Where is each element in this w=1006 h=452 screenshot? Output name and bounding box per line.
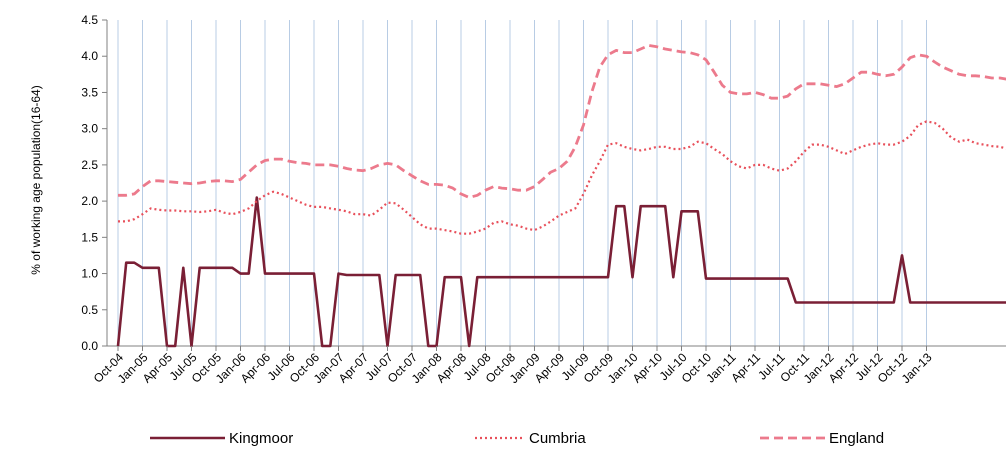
y-tick-label: 3.0 (81, 122, 98, 136)
series-lines (116, 44, 1006, 348)
chart-axes (106, 20, 1006, 347)
chart-legend: Kingmoor Cumbria England (150, 430, 884, 447)
y-tick-label: 3.5 (81, 85, 98, 99)
x-tick-labels: Oct-04Jan-05Apr-05Jul-05Oct-05Jan-06Apr-… (91, 346, 935, 386)
y-tick-label: 0.0 (81, 339, 98, 353)
y-axis-title: % of working age population(16-64) (29, 85, 43, 274)
y-tick-label: 2.5 (81, 158, 98, 172)
legend-label-england: England (829, 430, 884, 447)
y-tick-labels: 0.0 0.5 1.0 1.5 2.0 2.5 3.0 3.5 4.0 4.5 (81, 13, 107, 353)
vertical-gridlines (117, 20, 927, 346)
y-tick-label: 0.5 (81, 303, 98, 317)
legend-label-kingmoor: Kingmoor (229, 430, 293, 447)
legend-label-cumbria: Cumbria (529, 430, 586, 447)
y-tick-label: 1.0 (81, 267, 98, 281)
y-tick-label: 4.5 (81, 13, 98, 27)
series-line-cumbria (118, 120, 1006, 235)
series-line-england (118, 44, 1006, 199)
series-line-kingmoor (116, 196, 1006, 348)
y-tick-label: 2.0 (81, 194, 98, 208)
y-tick-label: 1.5 (81, 230, 98, 244)
y-tick-label: 4.0 (81, 49, 98, 63)
